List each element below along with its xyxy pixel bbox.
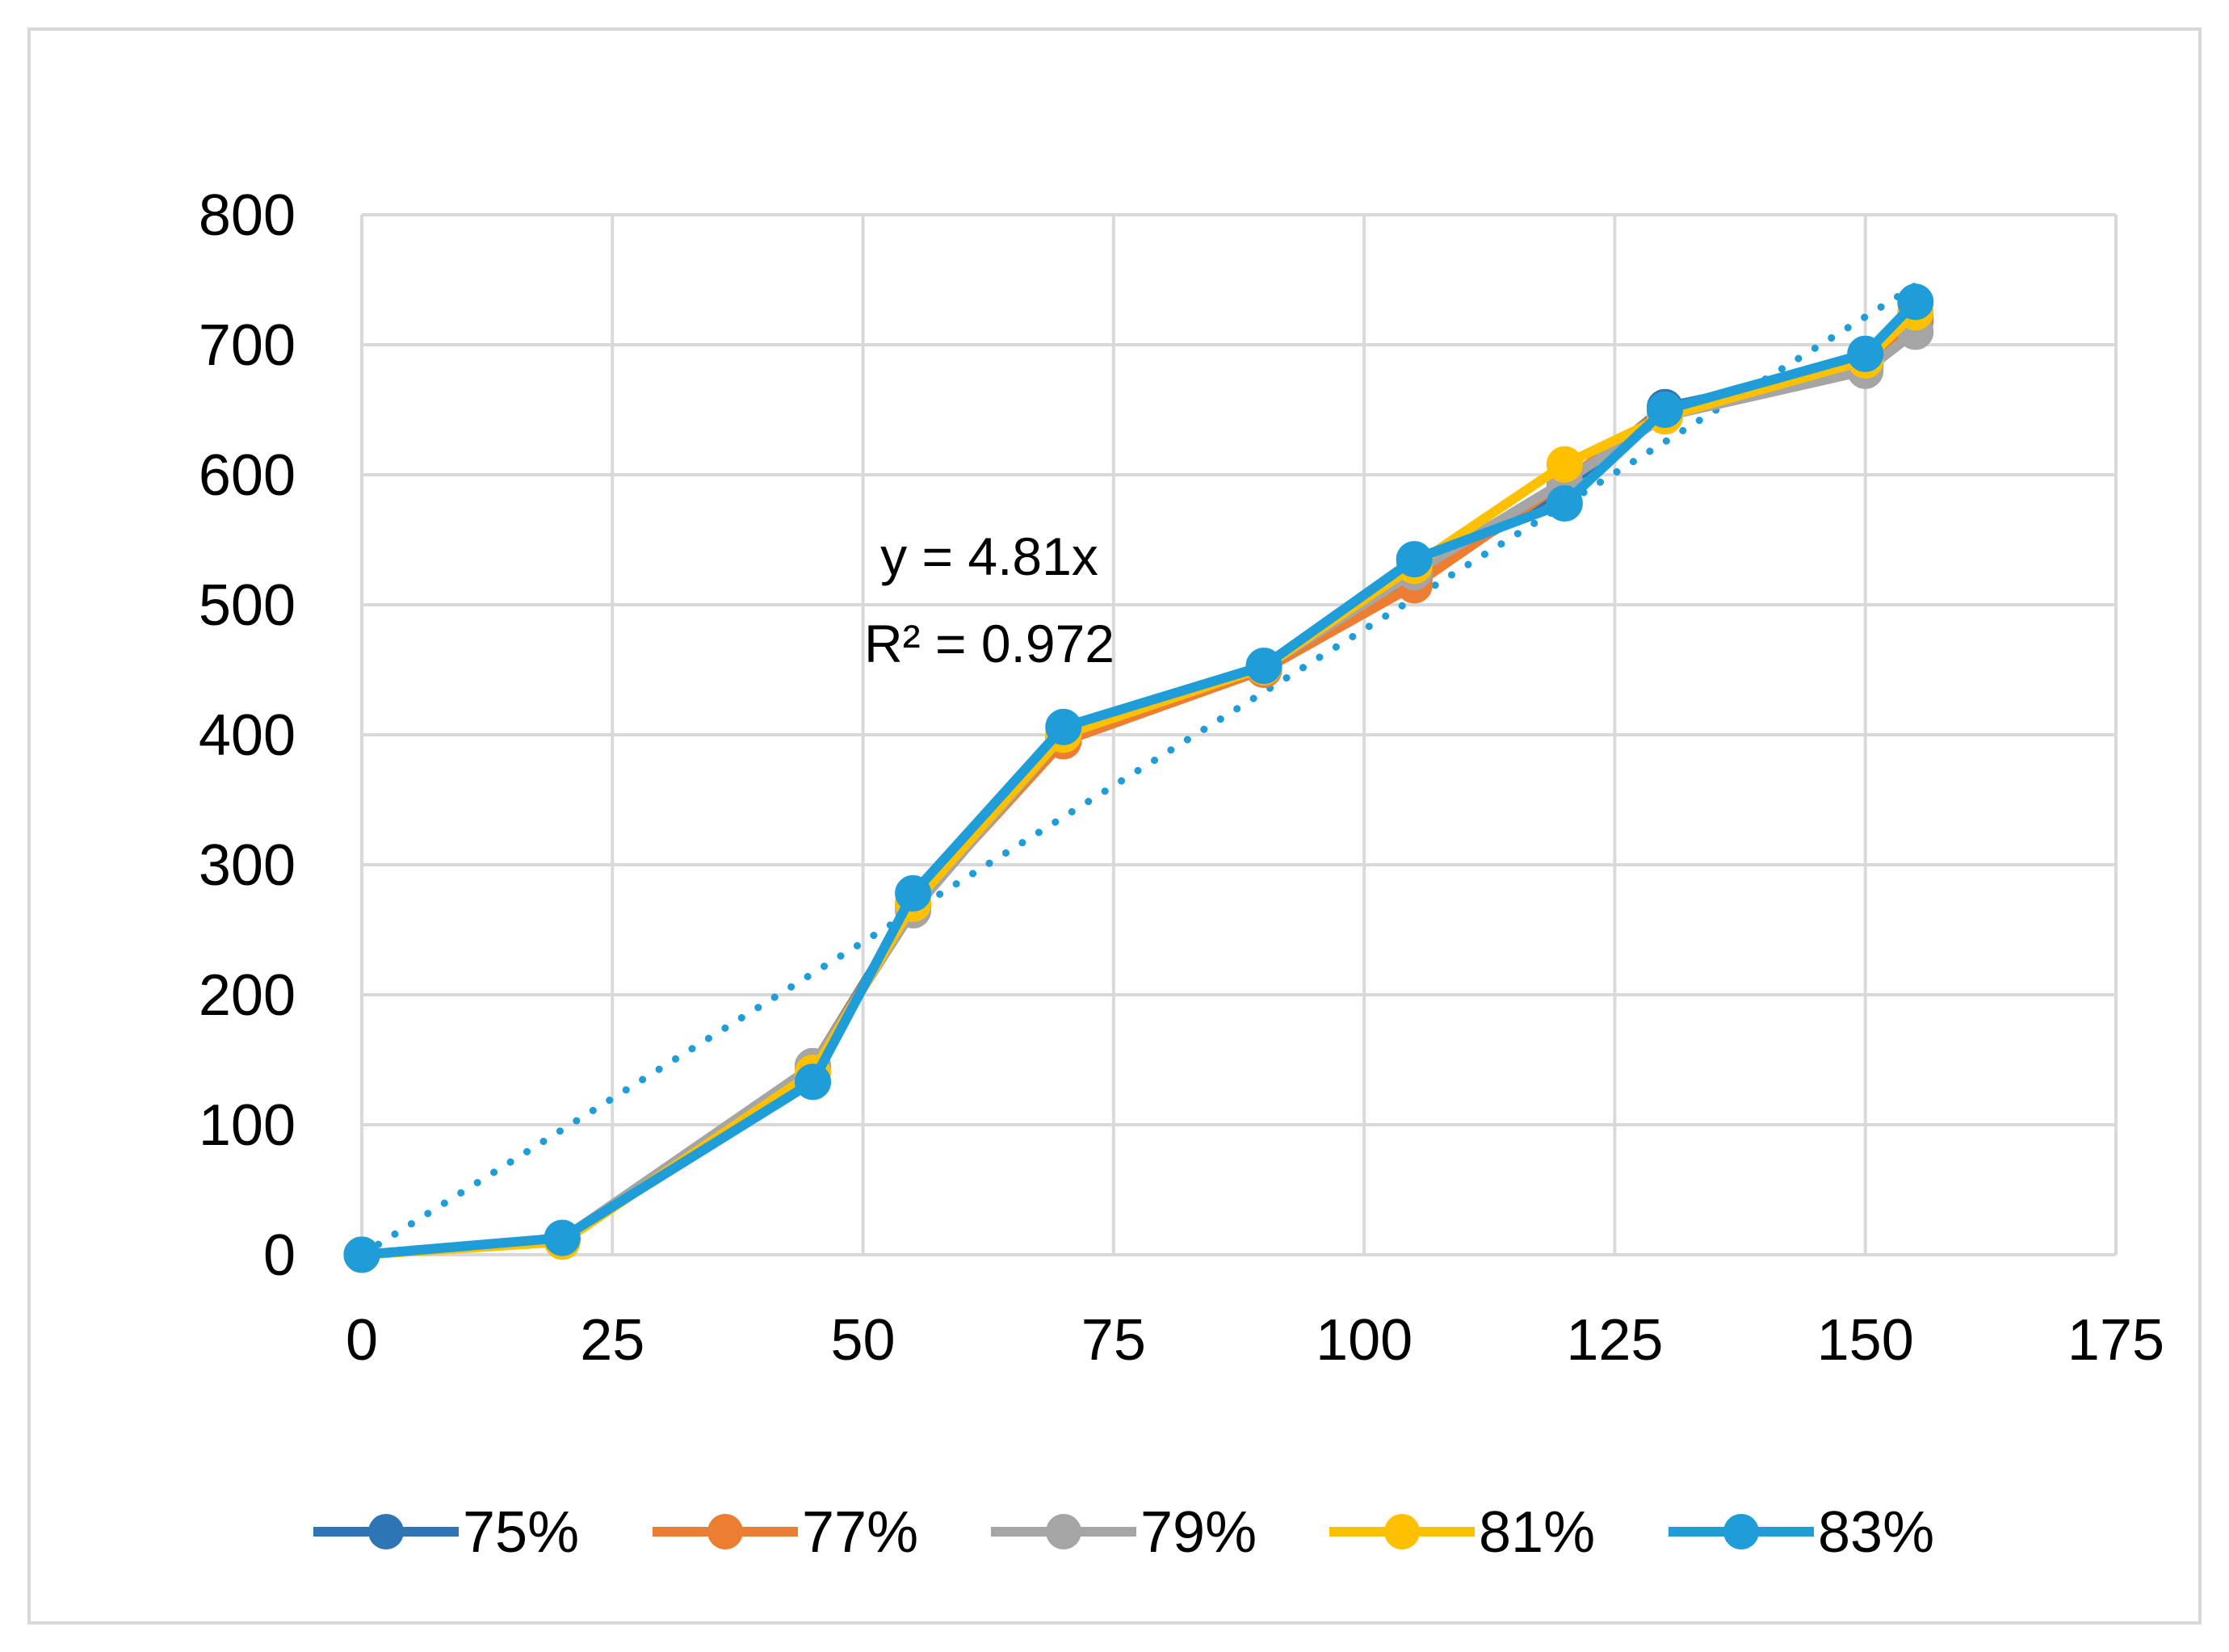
x-tick-label-0: 0	[346, 1308, 378, 1373]
legend-swatch-marker-0	[368, 1514, 404, 1549]
series-line-2	[361, 328, 1919, 1260]
y-tick-label-7: 700	[199, 313, 296, 378]
legend-swatch-marker-4	[1723, 1514, 1759, 1549]
legend-label-3: 81%	[1479, 1500, 1595, 1565]
legend: 75% 77% 79% 81% 83%	[313, 1500, 1934, 1565]
data-point-3-7	[1546, 446, 1583, 483]
legend-item-4: 83%	[1669, 1500, 1934, 1565]
y-tick-label-2: 200	[199, 963, 296, 1028]
x-tick-label-7: 175	[2067, 1308, 2164, 1373]
x-tick-label-4: 100	[1316, 1308, 1413, 1373]
x-axis-ticks: 0 25 50 75 100 125 150 175	[346, 1308, 2164, 1373]
legend-swatch-marker-1	[707, 1514, 743, 1549]
data-point-4-6	[1396, 541, 1433, 578]
series-line-0	[361, 315, 1919, 1260]
legend-swatch-marker-2	[1046, 1514, 1081, 1549]
legend-item-0: 75%	[313, 1500, 579, 1565]
data-point-4-10	[1897, 283, 1934, 321]
y-tick-label-3: 300	[199, 833, 296, 898]
legend-label-4: 83%	[1818, 1500, 1934, 1565]
data-point-4-7	[1546, 484, 1583, 522]
data-point-4-3	[895, 874, 932, 912]
legend-label-1: 77%	[802, 1500, 918, 1565]
x-tick-label-6: 150	[1817, 1308, 1914, 1373]
trendline-layer	[358, 282, 1920, 1259]
legend-swatch-marker-3	[1384, 1514, 1420, 1549]
legend-label-0: 75%	[463, 1500, 579, 1565]
trendline-equation: y = 4.81x	[880, 526, 1098, 586]
data-point-4-1	[544, 1219, 581, 1256]
legend-item-2: 79%	[991, 1500, 1257, 1565]
series-2	[343, 313, 1934, 1273]
legend-item-3: 81%	[1329, 1500, 1595, 1565]
series-line-1	[361, 317, 1919, 1260]
x-tick-label-2: 50	[831, 1308, 896, 1373]
data-point-4-2	[795, 1063, 832, 1101]
series-4	[343, 283, 1934, 1273]
data-point-4-4	[1045, 708, 1082, 745]
legend-label-2: 79%	[1140, 1500, 1257, 1565]
y-tick-label-6: 600	[199, 443, 296, 508]
grid	[360, 213, 2118, 1256]
data-point-4-8	[1646, 392, 1683, 428]
data-point-4-0	[343, 1236, 380, 1273]
x-tick-label-3: 75	[1081, 1308, 1146, 1373]
y-axis-ticks: 0 100 200 300 400 500 600 700 800	[199, 183, 296, 1288]
y-tick-label-4: 400	[199, 703, 296, 768]
y-tick-label-1: 100	[199, 1093, 296, 1158]
data-point-4-5	[1245, 648, 1282, 685]
series-1	[343, 303, 1934, 1273]
legend-item-1: 77%	[653, 1500, 918, 1565]
y-tick-label-0: 0	[263, 1223, 296, 1288]
y-tick-label-8: 800	[199, 183, 296, 248]
x-tick-label-1: 25	[580, 1308, 644, 1373]
x-tick-label-5: 125	[1566, 1308, 1663, 1373]
data-point-4-9	[1847, 335, 1884, 372]
trendline	[358, 282, 1920, 1259]
y-tick-label-5: 500	[199, 573, 296, 638]
series-layer	[343, 283, 1934, 1273]
trendline-r-squared: R² = 0.972	[864, 614, 1114, 673]
